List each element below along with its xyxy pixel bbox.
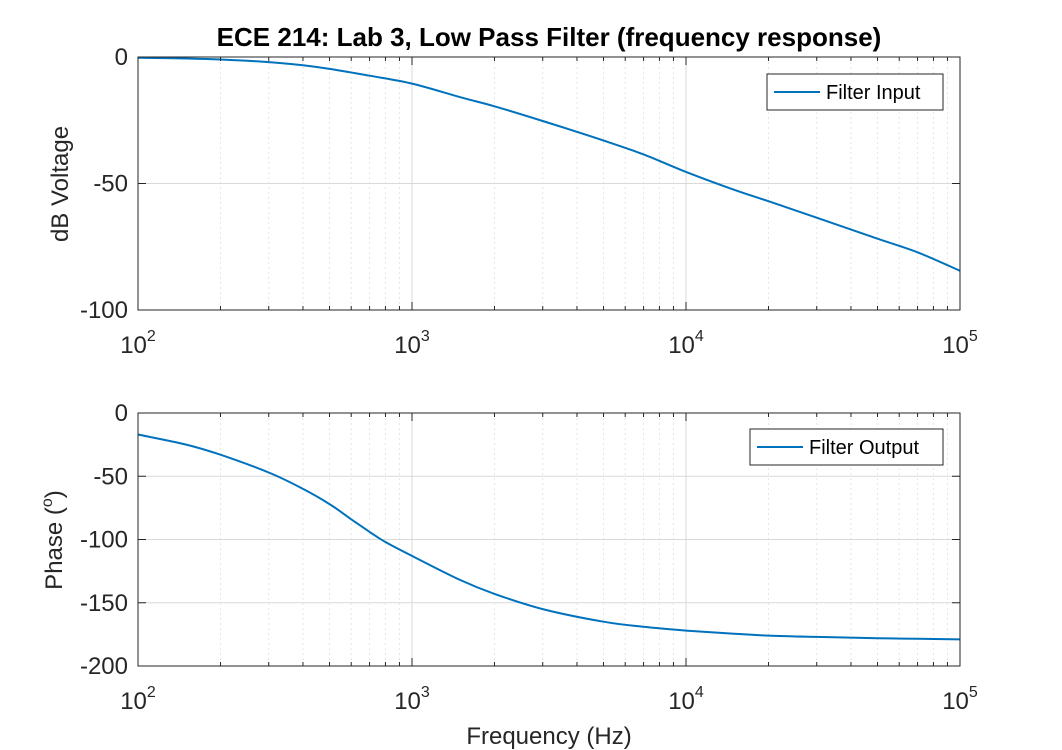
magnitude-y-axis-label: dB Voltage <box>47 126 74 242</box>
phase-x-tick-label: 104 <box>668 684 704 715</box>
magnitude-lines <box>137 56 961 272</box>
magnitude-x-tick-label: 104 <box>668 328 704 359</box>
phase-y-axis-label-sup: o <box>39 498 56 507</box>
phase-x-tick-label: 102 <box>120 684 156 715</box>
magnitude-legend-label: Filter Input <box>826 82 921 104</box>
magnitude-y-tick-label: -50 <box>93 171 128 198</box>
phase-x-tick-label: 103 <box>394 684 430 715</box>
phase-legend: Filter Output <box>749 428 944 466</box>
phase-y-tick-label: -50 <box>93 463 128 490</box>
phase-y-axis-label-end: ) <box>41 490 68 498</box>
magnitude-x-tick-label: 102 <box>120 328 156 359</box>
magnitude-axes: 102 103 104 105 0 -50 -100 dB Voltage Filter I… <box>47 44 978 359</box>
phase-x-axis-label: Frequency (Hz) <box>466 723 631 750</box>
magnitude-series-line-0 <box>137 56 961 272</box>
magnitude-legend: Filter Input <box>766 73 944 111</box>
magnitude-y-tick-label: -100 <box>80 297 128 324</box>
magnitude-y-tick-label: 0 <box>115 44 128 71</box>
phase-y-axis-label-main: Phase ( <box>41 507 68 590</box>
phase-axes: 102 103 104 105 0 -50 -100 -150 -200 Phase (o) F… <box>39 400 978 750</box>
phase-legend-label: Filter Output <box>809 437 919 459</box>
phase-y-tick-label: -100 <box>80 527 128 554</box>
phase-y-tick-label: -150 <box>80 590 128 617</box>
phase-y-axis-label: Phase (o) <box>39 490 68 590</box>
magnitude-x-tick-label: 105 <box>942 328 978 359</box>
phase-x-tick-label: 105 <box>942 684 978 715</box>
magnitude-x-tick-label: 103 <box>394 328 430 359</box>
phase-lines <box>137 433 961 641</box>
phase-y-tick-label: -200 <box>80 653 128 680</box>
phase-y-tick-label: 0 <box>115 400 128 427</box>
chart-title: ECE 214: Lab 3, Low Pass Filter (frequen… <box>217 22 882 52</box>
phase-ticks: 102 103 104 105 0 -50 -100 -150 -200 <box>80 400 978 715</box>
magnitude-ticks: 102 103 104 105 0 -50 -100 <box>80 44 978 359</box>
phase-series-line-0 <box>137 433 961 641</box>
